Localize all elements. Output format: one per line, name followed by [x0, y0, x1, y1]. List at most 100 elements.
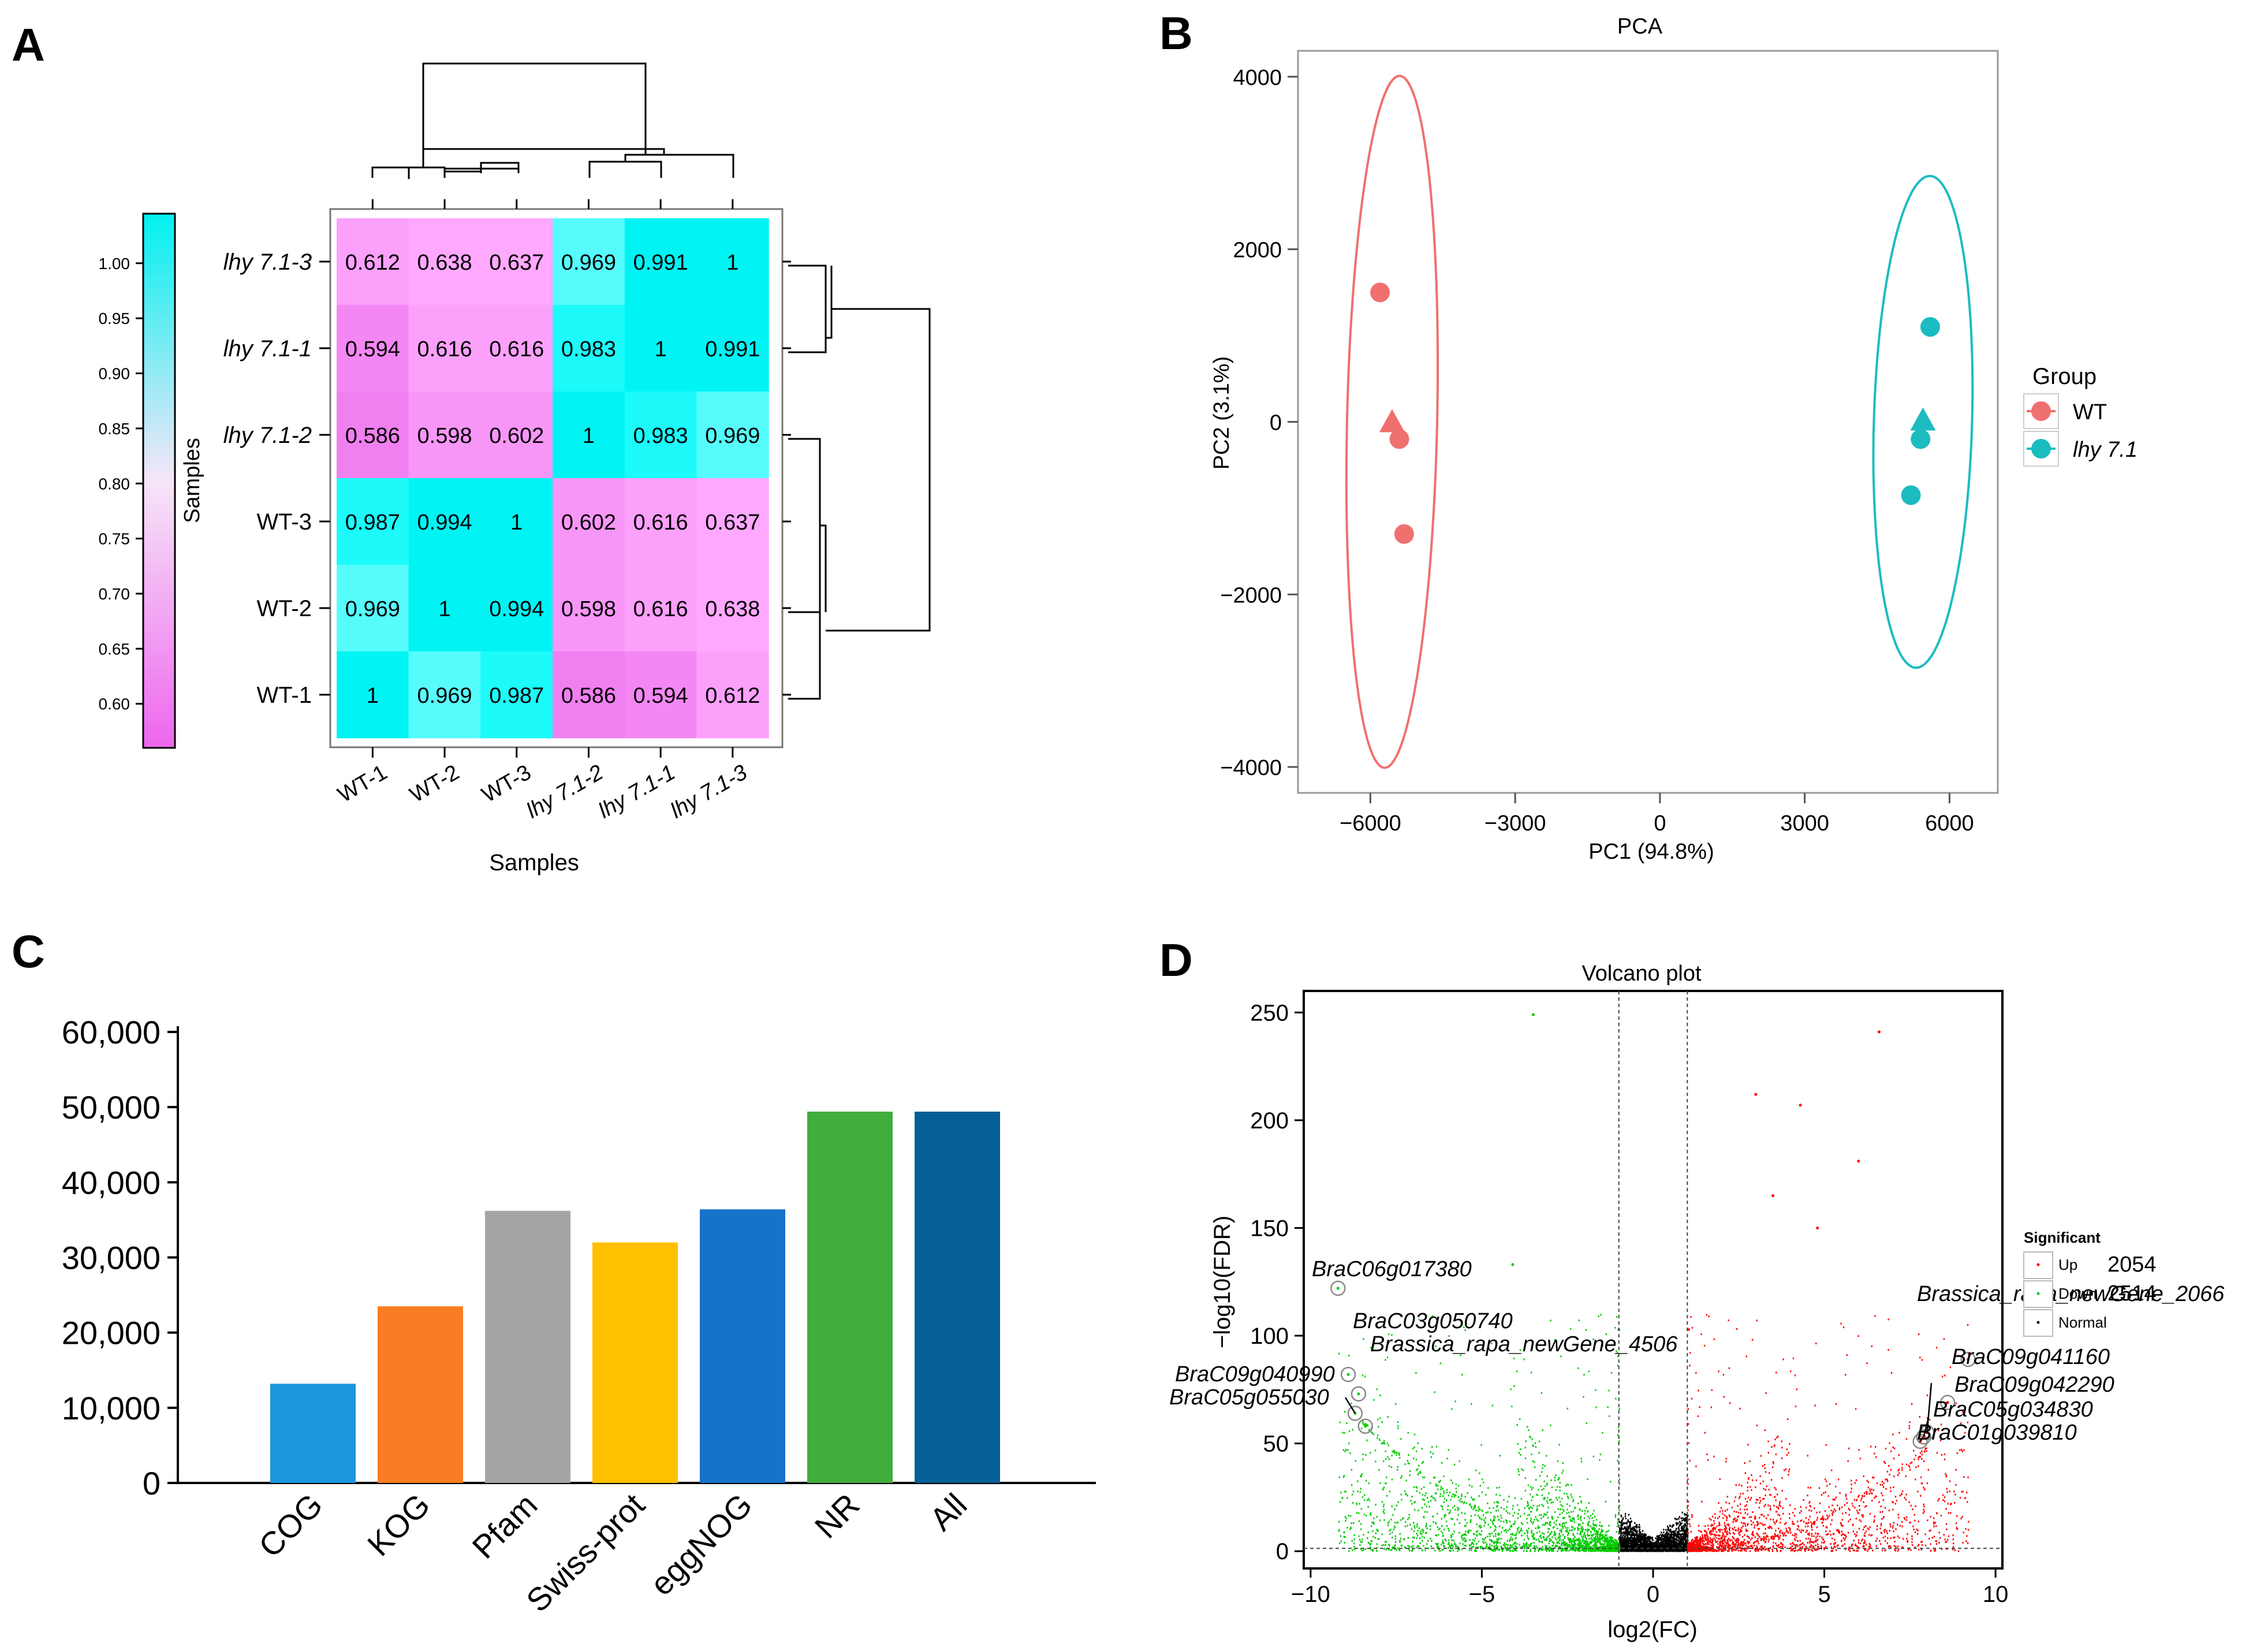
- bar-y-tick-label: 10,000: [62, 1390, 161, 1426]
- bar-category-label: NR: [808, 1486, 867, 1545]
- volcano-gene-label: BraC09g040990: [1175, 1362, 1335, 1387]
- dendrograms: [371, 62, 931, 700]
- volcano-highlight-ring: [1357, 1418, 1374, 1434]
- pca-point: [1920, 317, 1940, 337]
- heatmap-cell-value: 1: [367, 684, 379, 708]
- pca-legend-marker: [2031, 439, 2051, 459]
- volcano-x-tick-label: 0: [1647, 1582, 1659, 1607]
- heatmap-cell: [696, 218, 769, 305]
- heatmap-cell: [480, 305, 553, 392]
- heatmap-cell-value: 0.969: [417, 684, 472, 708]
- pca-y-tick-label: 0: [1270, 411, 1282, 435]
- volcano-highlight-point: [1346, 1373, 1350, 1376]
- volcano-legend-count: 2054: [2107, 1253, 2157, 1277]
- heatmap-cell: [553, 478, 625, 565]
- heatmap-cell-value: 0.987: [489, 684, 544, 708]
- volcano-highlight-ring: [1347, 1406, 1363, 1421]
- volcano-highlight-point: [1967, 1358, 1970, 1361]
- pca-panel: PCA −6000 −3000 0 3000 6000 4000 2000 0 −2000 −40…: [1210, 14, 2138, 864]
- heatmap-cell: [337, 392, 409, 479]
- bar-eggnog: [700, 1209, 785, 1483]
- heatmap-x-label: Samples: [489, 850, 579, 875]
- heatmap-cell: [480, 392, 553, 479]
- heatmap-cell: [408, 392, 481, 479]
- volcano-legend-marker: [2036, 1321, 2040, 1324]
- volcano-up-edge: [1694, 1447, 1927, 1551]
- heatmap-cell-value: 1: [655, 337, 667, 361]
- heatmap-cell: [553, 305, 625, 392]
- volcano-highlight-ring: [1939, 1395, 1956, 1410]
- bar-y-tick-label: 60,000: [62, 1014, 161, 1050]
- volcano-down-edge: [1362, 1420, 1610, 1552]
- volcano-highlight-ring: [1330, 1280, 1346, 1296]
- heatmap-cell-value: 0.616: [633, 597, 688, 621]
- heatmap-cell-value: 0.991: [633, 251, 688, 275]
- volcano-leader-line: [1919, 1437, 1924, 1442]
- pca-axes: −6000 −3000 0 3000 6000 4000 2000 0 −2000 −4000: [1220, 66, 1974, 836]
- bar-category-label: Swiss-prot: [519, 1486, 652, 1619]
- pca-point: [1370, 282, 1390, 303]
- volcano-y-tick-label: 100: [1250, 1324, 1289, 1349]
- panel-label-b: B: [1159, 8, 1193, 59]
- heatmap-cell-value: 0.969: [561, 251, 616, 275]
- volcano-outlier-point: [1877, 1030, 1881, 1034]
- volcano-highlight-ring: [1912, 1433, 1928, 1449]
- heatmap-cell-value: 0.994: [417, 510, 472, 535]
- bar-y-tick-label: 0: [143, 1465, 161, 1501]
- volcano-leader-line: [1926, 1382, 1933, 1433]
- bar-category-label: KOG: [360, 1486, 437, 1563]
- bar-nr: [807, 1111, 893, 1483]
- volcano-outlier-point: [1771, 1194, 1775, 1197]
- colorbar-label: Samples: [180, 438, 204, 523]
- heatmap-cell: [624, 565, 697, 652]
- volcano-points: [1338, 1013, 1969, 1552]
- heatmap-cell: [624, 392, 697, 479]
- pca-y-tick-label: −4000: [1220, 756, 1282, 780]
- volcano-x-tick-label: 5: [1818, 1582, 1830, 1607]
- volcano-legend-label: Up: [2058, 1256, 2077, 1273]
- heatmap-col-label: WT-1: [334, 760, 391, 807]
- volcano-leader-line: [1923, 1417, 1930, 1437]
- pca-ellipse-lhy: [1872, 174, 1974, 669]
- heatmap-cells: 0.612 0.638 0.637 0.969 0.991 1 0.594 0.616 0.61…: [337, 218, 769, 739]
- panel-label-c: C: [12, 926, 45, 977]
- heatmap-cell-value: 0.983: [633, 424, 688, 448]
- colorbar-tick-label: 0.65: [99, 640, 130, 658]
- heatmap-row-label: WT-2: [256, 596, 312, 621]
- colorbar-tick-label: 0.85: [99, 420, 130, 438]
- pca-point: [1901, 485, 1921, 505]
- pca-y-tick-label: 4000: [1233, 66, 1282, 90]
- bar-y-tick-label: 50,000: [62, 1089, 161, 1125]
- heatmap-cell-value: 0.598: [417, 424, 472, 448]
- heatmap-cell: [624, 478, 697, 565]
- bar-category-label: eggNOG: [643, 1486, 759, 1602]
- heatmap-cell-value: 0.638: [417, 251, 472, 275]
- heatmap-cell: [337, 305, 409, 392]
- volcano-highlight-point: [1364, 1425, 1367, 1428]
- heatmap-cell: [480, 651, 553, 739]
- heatmap-cell-value: 0.598: [561, 597, 616, 621]
- volcano-gene-label: BraC03g050740: [1353, 1309, 1513, 1333]
- volcano-legend-label: Normal: [2058, 1314, 2107, 1331]
- heatmap-cell: [337, 565, 409, 652]
- volcano-gene-label: BraC06g017380: [1312, 1257, 1472, 1281]
- volcano-x-tick-label: −10: [1291, 1582, 1330, 1607]
- heatmap-panel: 1.00 0.95 0.90 0.85 0.80 0.75 0.70 0.65 0.60 Sam…: [99, 62, 931, 875]
- heatmap-row-label: lhy 7.1-3: [223, 249, 312, 275]
- volcano-gene-label: BraC09g041160: [1952, 1345, 2110, 1369]
- panel-label-a: A: [12, 19, 45, 70]
- volcano-legend-title: Significant: [2024, 1229, 2101, 1246]
- colorbar-tick-label: 0.75: [99, 530, 130, 548]
- colorbar: [142, 213, 176, 749]
- volcano-y-tick-label: 150: [1250, 1216, 1289, 1241]
- volcano-legend-label: Down: [2058, 1285, 2097, 1302]
- pca-ellipse-wt: [1345, 74, 1439, 769]
- bar-all: [915, 1111, 1000, 1483]
- heatmap-row-labels: lhy 7.1-3 lhy 7.1-1 lhy 7.1-2 WT-3 WT-2 WT-1: [223, 249, 791, 708]
- heatmap-cell-value: 0.602: [489, 424, 544, 448]
- heatmap-cell-value: 0.586: [561, 684, 616, 708]
- volcano-normal-cloud: [1618, 1511, 1689, 1552]
